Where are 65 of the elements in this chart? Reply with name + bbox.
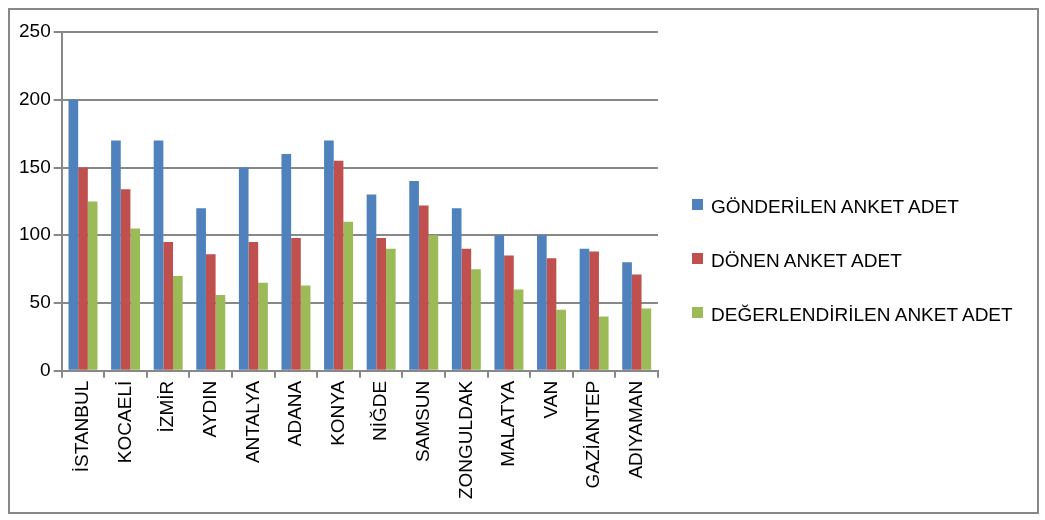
y-tick-label: 200 xyxy=(19,87,51,109)
y-tick-label: 100 xyxy=(19,223,51,245)
bar xyxy=(196,208,206,370)
y-tick-label: 250 xyxy=(19,20,51,42)
bar xyxy=(291,237,301,370)
bar xyxy=(513,289,524,370)
bar xyxy=(622,262,632,370)
x-tick-label: NİĞDE xyxy=(369,380,391,441)
y-tick-label: 150 xyxy=(19,155,51,177)
bar xyxy=(343,221,354,370)
x-tick-label: SAMSUN xyxy=(411,380,433,463)
y-tick-label: 50 xyxy=(29,291,51,313)
x-tick-label: GAZİANTEP xyxy=(582,380,604,489)
x-tick-label: ANTALYA xyxy=(241,380,263,464)
bar xyxy=(248,242,259,370)
x-tick-label: AYDIN xyxy=(199,380,221,438)
bar xyxy=(579,248,590,370)
x-tick-label: KONYA xyxy=(326,380,348,446)
x-tick-label: MALATYA xyxy=(497,380,519,467)
bar xyxy=(153,140,164,370)
y-tick-label: 0 xyxy=(40,358,51,380)
bar xyxy=(418,205,429,370)
bar xyxy=(537,235,547,370)
bar xyxy=(461,248,472,370)
bar xyxy=(163,242,174,370)
bar xyxy=(87,201,98,370)
bar xyxy=(215,294,226,370)
bar xyxy=(556,309,566,370)
bar xyxy=(333,160,344,370)
bar xyxy=(546,258,557,370)
bar xyxy=(631,274,642,370)
bar xyxy=(504,255,514,370)
bar xyxy=(173,275,183,370)
bar xyxy=(205,254,216,370)
bar xyxy=(300,285,311,370)
bar xyxy=(471,269,481,370)
bar xyxy=(589,251,599,370)
x-tick-label: ADANA xyxy=(284,380,306,447)
x-tick-label: ADIYAMAN xyxy=(624,380,646,479)
bar xyxy=(409,181,419,370)
bar xyxy=(641,308,652,370)
legend-label: DEĞERLENDİRİLEN ANKET ADET xyxy=(711,303,1013,327)
bar xyxy=(376,237,386,370)
bar xyxy=(130,228,141,370)
bar xyxy=(428,235,439,370)
x-tick-label: KOCAELİ xyxy=(113,380,135,464)
bar xyxy=(598,316,609,370)
bar xyxy=(258,282,268,370)
bar xyxy=(366,194,377,370)
x-tick-label: İZMİR xyxy=(156,380,178,433)
bar xyxy=(281,153,292,370)
bar xyxy=(68,99,79,370)
x-tick-label: İSTANBUL xyxy=(71,380,93,473)
bar xyxy=(324,140,334,370)
bar xyxy=(238,167,249,370)
legend-label: DÖNEN ANKET ADET xyxy=(711,249,902,273)
bar xyxy=(78,167,88,370)
bar xyxy=(494,235,505,370)
bar xyxy=(111,140,121,370)
bar xyxy=(385,248,396,370)
x-tick-label: ZONGULDAK xyxy=(454,380,476,500)
bar xyxy=(451,208,462,370)
x-tick-label: VAN xyxy=(539,380,561,419)
legend-label: GÖNDERİLEN ANKET ADET xyxy=(711,195,959,219)
bar xyxy=(120,189,131,370)
